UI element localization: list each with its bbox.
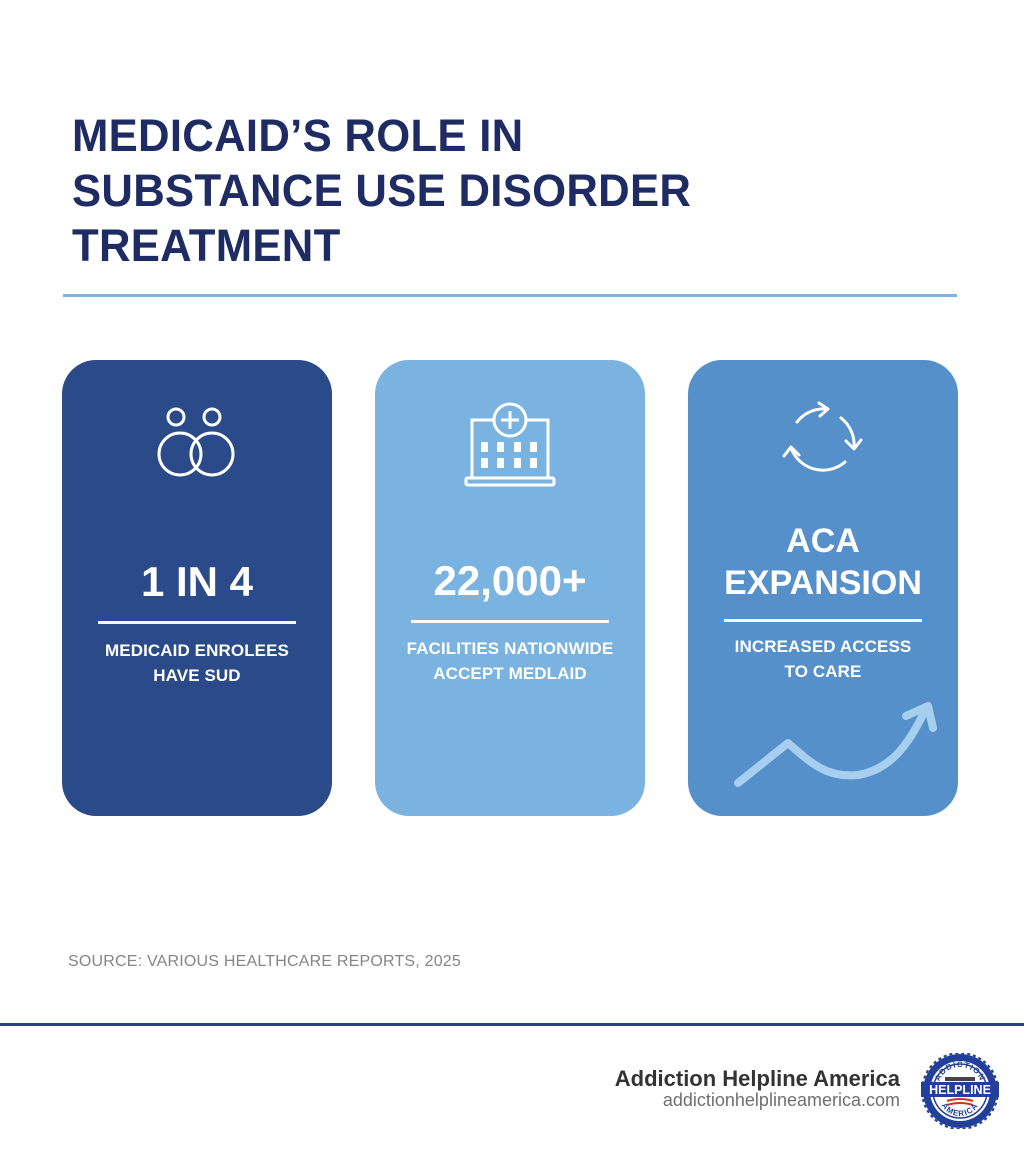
linked-people-icon — [62, 406, 332, 480]
stat-value: 22,000+ — [433, 557, 587, 604]
trend-up-arrow-icon — [734, 702, 937, 787]
stat-value: 1 IN 4 — [140, 558, 254, 605]
brand-name: Addiction Helpline America — [614, 1066, 900, 1091]
stat-card-facilities: 22,000+ FACILITIES NATIONWIDE ACCEPT MED… — [375, 360, 645, 816]
desc-line-1: FACILITIES NATIONWIDE — [406, 639, 614, 658]
stat-card-aca-expansion: ACA EXPANSION INCREASED ACCESS TO CARE — [688, 360, 958, 816]
stat-value: ACA EXPANSION — [688, 520, 958, 604]
card-divider — [98, 621, 296, 624]
cycle-arrows-icon — [688, 400, 958, 484]
title-line-1: MEDICAID’S ROLE IN — [72, 110, 524, 161]
card-divider — [411, 620, 609, 623]
title-line-2: SUBSTANCE USE DISORDER — [72, 165, 692, 216]
desc-line-1: MEDICAID ENROLEES — [105, 641, 289, 660]
desc-line-1: INCREASED ACCESS — [734, 637, 912, 656]
desc-line-2: HAVE SUD — [153, 666, 241, 685]
value-line-1: ACA — [786, 522, 860, 560]
desc-line-2: ACCEPT MEDLAID — [433, 664, 587, 683]
footer-divider — [0, 1023, 1024, 1026]
stat-description: MEDICAID ENROLEES HAVE SUD — [62, 638, 332, 688]
svg-text:HELPLINE: HELPLINE — [929, 1083, 991, 1097]
hospital-icon — [375, 400, 645, 490]
helpline-badge-logo-icon: ADDICTION HELPLINE AMERICA — [921, 1053, 999, 1129]
stat-description: FACILITIES NATIONWIDE ACCEPT MEDLAID — [375, 636, 645, 686]
title-line-3: TREATMENT — [72, 220, 341, 271]
card-divider — [724, 619, 922, 622]
value-line-2: EXPANSION — [724, 564, 922, 602]
source-note: SOURCE: VARIOUS HEALTHCARE REPORTS, 2025 — [68, 953, 461, 970]
title-divider — [63, 294, 957, 297]
brand-url[interactable]: addictionhelplineamerica.com — [662, 1090, 900, 1110]
page-title: MEDICAID’S ROLE IN SUBSTANCE USE DISORDE… — [72, 108, 809, 273]
stat-card-enrolees: 1 IN 4 MEDICAID ENROLEES HAVE SUD — [62, 360, 332, 816]
desc-line-2: TO CARE — [784, 662, 862, 681]
stat-description: INCREASED ACCESS TO CARE — [688, 634, 958, 684]
